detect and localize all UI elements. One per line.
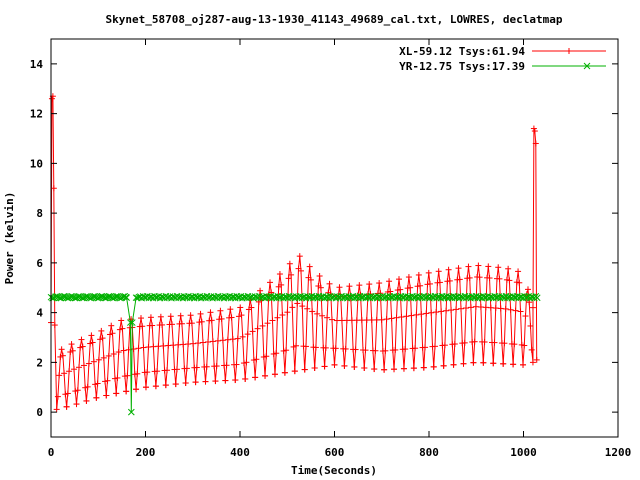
legend: XL-59.12 Tsys:61.94 YR-12.75 Tsys:17.39 [399,45,606,73]
y-tick-label: 14 [30,58,44,71]
y-tick-label: 4 [36,307,43,320]
series-xl-markers [48,93,540,413]
y-tick-label: 8 [36,207,43,220]
x-tick-label: 800 [419,446,439,459]
x-tick-label: 400 [230,446,250,459]
y-tick-label: 12 [30,108,43,121]
y-axis-label: Power (kelvin) [3,192,16,285]
axes: 0 200 400 600 800 1000 1200 0 2 4 6 8 10 12 14 [30,39,632,459]
legend-label: XL-59.12 Tsys:61.94 [399,45,525,58]
series-xl [48,93,540,413]
y-tick-label: 0 [36,406,43,419]
series-yr [47,292,541,416]
y-tick-label: 10 [30,157,43,170]
chart-title: Skynet_58708_oj287-aug-13-1930_41143_496… [106,13,563,26]
series-yr-markers [47,292,541,416]
y-tick-label: 6 [36,257,43,270]
x-axis-label: Time(Seconds) [291,464,377,477]
data-layer [47,93,541,416]
x-tick-label: 600 [325,446,345,459]
y-tick-label: 2 [36,356,43,369]
x-tick-label: 200 [136,446,156,459]
x-tick-label: 0 [48,446,55,459]
x-tick-label: 1200 [605,446,632,459]
x-tick-label: 1000 [510,446,537,459]
legend-label: YR-12.75 Tsys:17.39 [399,60,525,73]
